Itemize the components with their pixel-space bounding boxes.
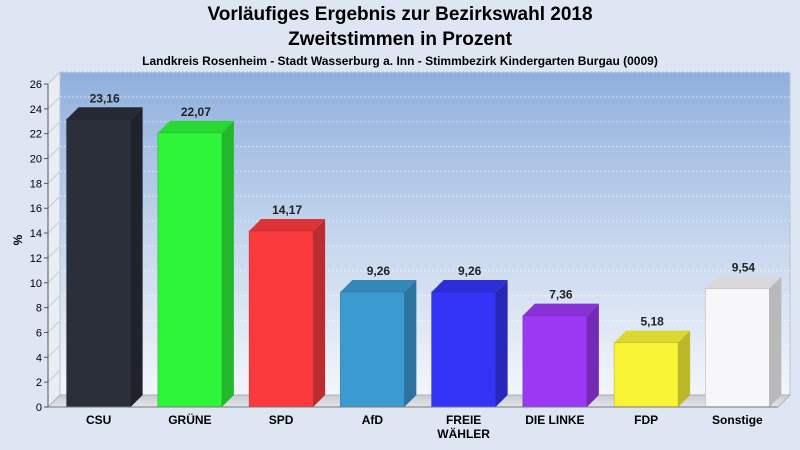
bar-top (431, 279, 508, 292)
bar-top (249, 218, 326, 231)
bar-spd: 14,17 (248, 203, 326, 408)
bar-front (522, 315, 588, 408)
x-tick-label: SPD (269, 413, 294, 427)
y-tick-label: 14 (30, 228, 42, 240)
gridline-side (47, 270, 61, 284)
y-tick-label: 6 (36, 327, 42, 339)
x-tick-label: AfD (362, 413, 384, 427)
data-label: 5,18 (640, 315, 664, 329)
bar-top (705, 276, 782, 289)
y-tick-label: 20 (30, 154, 42, 166)
bar-sonstige: 9,54 (705, 260, 782, 408)
gridline-side (47, 146, 61, 159)
gridline-side (47, 344, 61, 358)
bar-side (495, 279, 508, 407)
gridline-side (47, 71, 61, 85)
y-tick-label: 8 (36, 303, 42, 315)
gridline-side (47, 295, 61, 308)
bar-front (248, 230, 314, 408)
y-tick-label: 10 (30, 278, 42, 290)
bar-front (157, 132, 223, 408)
bar-front (340, 291, 405, 408)
y-tick-label: 16 (30, 203, 42, 215)
plot-area (46, 70, 792, 409)
x-tick-label: Sonstige (712, 413, 763, 427)
y-tick-label: 26 (30, 79, 42, 91)
x-tick-label: CSU (86, 413, 111, 427)
y-axis-label: % (11, 234, 25, 245)
gridline-side (47, 220, 61, 234)
gridline-side (47, 195, 61, 209)
data-label: 7,36 (549, 288, 573, 302)
x-tick-label: DIE LINKE (525, 413, 584, 427)
x-tick-label: FDP (634, 413, 658, 427)
x-tick-label: FREIE (446, 413, 481, 427)
data-label: 23,16 (90, 91, 120, 105)
gridline-side (47, 96, 61, 110)
bar-top (522, 303, 599, 316)
bar-top (340, 279, 417, 292)
bar-side (769, 276, 782, 407)
bar-freie-wähler: 9,26 (431, 264, 508, 408)
bar-side (586, 303, 599, 407)
gridline-side (47, 369, 61, 383)
bar-top (614, 330, 691, 343)
gridline-side (47, 121, 61, 135)
bar-afd: 9,26 (340, 264, 417, 408)
y-tick-label: 22 (30, 129, 42, 141)
bar-front (613, 342, 679, 408)
bar-side (130, 107, 143, 407)
data-label: 9,26 (458, 264, 482, 278)
bar-side (313, 218, 326, 407)
y-tick-label: 24 (30, 104, 42, 116)
bar-front (705, 288, 770, 408)
bar-csu: 23,16 (66, 91, 143, 408)
y-tick-label: 0 (36, 402, 42, 414)
bar-grüne: 22,07 (157, 105, 234, 408)
bar-top (66, 107, 143, 120)
data-label: 9,54 (732, 260, 756, 274)
data-label: 9,26 (367, 264, 391, 278)
bar-front (66, 119, 131, 408)
bar-top (157, 120, 234, 133)
chart-caption: Landkreis Rosenheim - Stadt Wasserburg a… (142, 54, 658, 68)
bar-side (404, 279, 417, 407)
y-tick-label: 2 (36, 377, 42, 389)
bar-side (221, 120, 234, 407)
chart-title: Vorläufiges Ergebnis zur Bezirkswahl 201… (207, 4, 593, 25)
gridline-side (47, 171, 61, 184)
gridline-side (47, 245, 61, 259)
bar-side (678, 330, 691, 407)
x-tick-label: WÄHLER (437, 426, 490, 441)
chart-subtitle: Zweitstimmen in Prozent (288, 29, 512, 50)
data-label: 14,17 (272, 203, 302, 217)
bar-series: 23,16 22,07 14,17 9,26 9,26 7,36 5,18 9,54 (66, 91, 782, 408)
bar-die-linke: 7,36 (522, 288, 599, 408)
bar-fdp: 5,18 (613, 315, 691, 408)
plot-side-wall (47, 70, 61, 409)
x-tick-label: GRÜNE (168, 412, 211, 427)
gridline-side (47, 320, 61, 333)
y-tick-label: 4 (36, 352, 42, 364)
data-label: 22,07 (181, 105, 211, 119)
y-tick-label: 12 (30, 253, 42, 265)
bar-front (431, 291, 496, 408)
y-tick-label: 18 (30, 178, 42, 190)
